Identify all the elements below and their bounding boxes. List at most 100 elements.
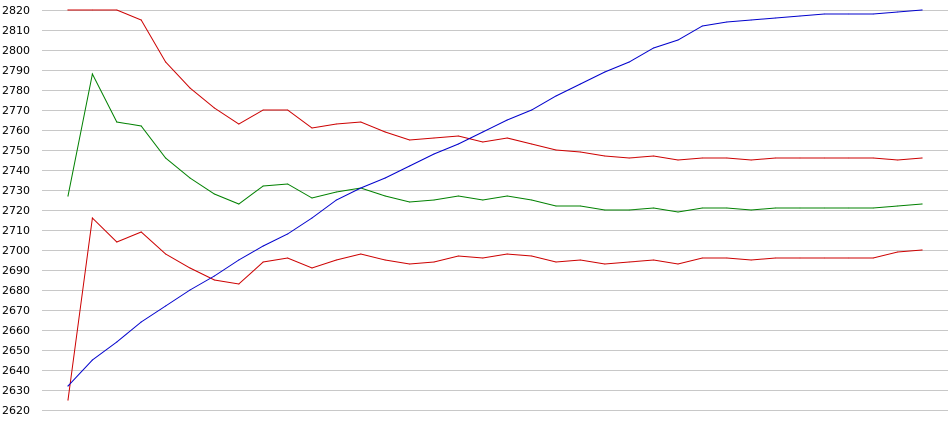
data-point [165, 253, 167, 255]
series-3 [67, 216, 923, 401]
data-point [384, 195, 386, 197]
data-point [165, 61, 167, 63]
y-tick-label: 2620 [2, 404, 30, 417]
series-2 [67, 72, 923, 213]
data-point [360, 121, 362, 123]
data-point [189, 289, 191, 291]
data-point [701, 157, 704, 159]
data-point [579, 259, 582, 261]
data-point [799, 157, 801, 159]
data-point [701, 25, 704, 27]
data-point [335, 191, 337, 193]
data-point [506, 195, 508, 197]
data-point [287, 183, 289, 185]
series-line-1 [68, 9, 923, 161]
data-point [775, 157, 777, 159]
data-point [91, 359, 93, 361]
data-point [116, 9, 118, 11]
data-point [409, 263, 411, 265]
y-axis-ticks: 2620 2630 2640 2650 2660 2670 2680 2690 2700 2710… [2, 4, 30, 417]
data-point [311, 217, 313, 219]
data-point [262, 261, 264, 263]
data-point [555, 261, 557, 263]
data-point [287, 257, 289, 259]
data-point [262, 245, 264, 247]
data-point [311, 197, 313, 199]
data-point [506, 119, 508, 121]
data-point [750, 159, 752, 161]
data-point [872, 207, 874, 209]
data-point [701, 207, 704, 209]
data-point [238, 123, 240, 125]
data-point [67, 195, 69, 197]
data-point [165, 305, 167, 307]
data-point [677, 263, 679, 265]
data-point [238, 283, 240, 285]
data-point [335, 259, 337, 261]
data-point [238, 259, 240, 261]
data-point [457, 195, 459, 197]
data-point [726, 207, 728, 209]
data-point [823, 257, 826, 259]
data-point [823, 13, 826, 15]
data-point [311, 127, 313, 129]
data-point [677, 39, 679, 41]
data-point [189, 267, 191, 269]
y-tick-label: 2730 [2, 184, 30, 197]
data-point [799, 207, 801, 209]
data-point [579, 83, 582, 85]
data-point [457, 255, 459, 257]
y-tick-label: 2810 [2, 24, 30, 37]
data-point [213, 275, 215, 277]
data-point [628, 261, 630, 263]
data-point [750, 209, 752, 211]
data-point [287, 233, 289, 235]
grid [42, 10, 948, 411]
data-point [165, 157, 167, 159]
data-point [482, 131, 484, 133]
y-tick-label: 2640 [2, 364, 30, 377]
data-point [604, 263, 606, 265]
data-point [189, 177, 191, 179]
series-line-2 [67, 72, 923, 213]
data-point [140, 231, 142, 233]
data-point [897, 205, 899, 207]
data-point [67, 385, 69, 387]
data-point [921, 9, 923, 11]
y-tick-label: 2690 [2, 264, 30, 277]
data-point [91, 217, 93, 219]
data-point [433, 137, 435, 139]
data-point [775, 207, 777, 209]
data-point [775, 257, 777, 259]
data-point [628, 157, 630, 159]
data-point [897, 11, 899, 13]
data-point [653, 47, 655, 49]
y-tick-label: 2820 [2, 4, 30, 17]
data-point [262, 185, 264, 187]
data-point [213, 279, 215, 281]
data-point [604, 155, 606, 157]
data-point [482, 199, 484, 201]
data-point [799, 15, 801, 17]
data-point [189, 87, 191, 89]
data-point [91, 9, 93, 11]
data-point [604, 209, 606, 211]
data-point [872, 13, 874, 15]
data-point [701, 257, 704, 259]
data-point [140, 321, 142, 323]
data-point [67, 9, 69, 11]
series-line-4 [67, 9, 923, 387]
y-tick-label: 2680 [2, 284, 30, 297]
y-tick-label: 2670 [2, 304, 30, 317]
data-point [213, 193, 215, 195]
data-point [848, 157, 850, 159]
data-point [921, 249, 923, 251]
data-point [335, 199, 337, 201]
data-point [506, 253, 508, 255]
y-tick-label: 2710 [2, 224, 30, 237]
data-point [604, 71, 606, 73]
data-point [67, 399, 69, 401]
y-tick-label: 2650 [2, 344, 30, 357]
data-point [384, 177, 386, 179]
data-point [628, 61, 630, 63]
